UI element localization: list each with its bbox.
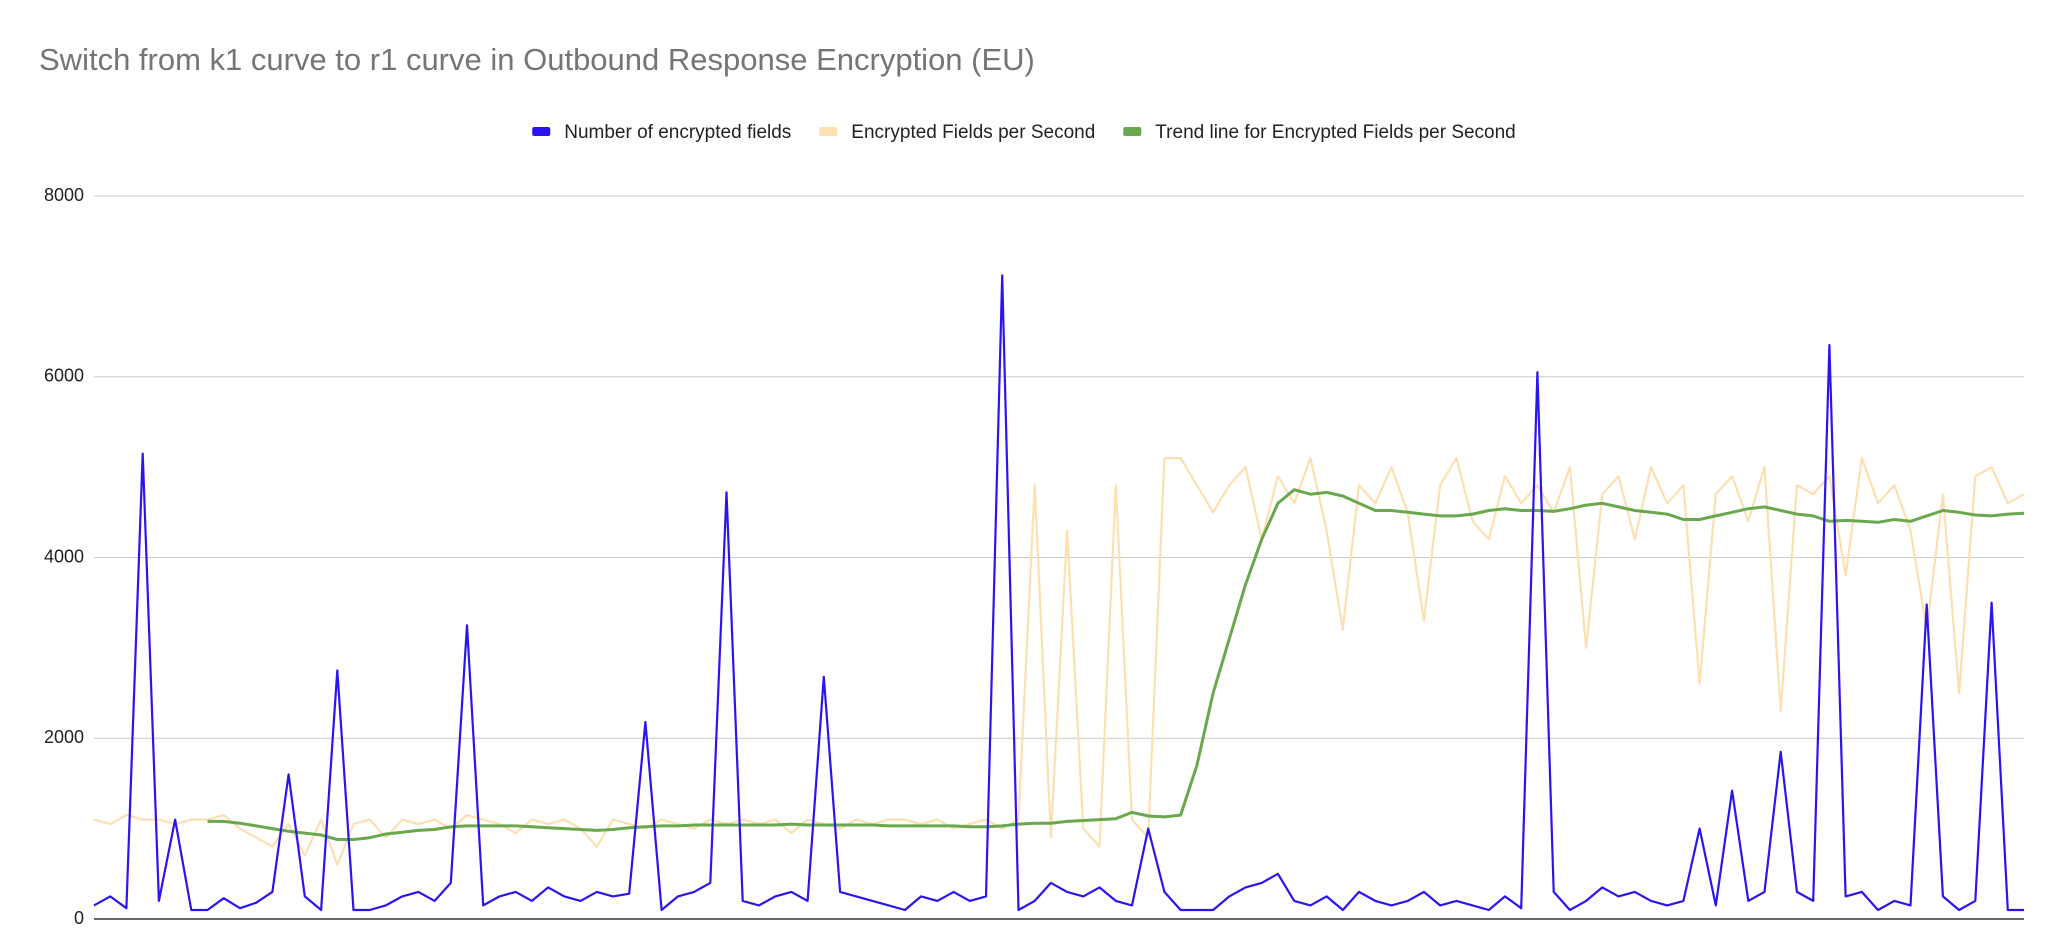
legend-item: Number of encrypted fields	[532, 122, 791, 143]
series-line	[93, 274, 2024, 912]
legend-swatch	[819, 127, 838, 136]
legend: Number of encrypted fields Encrypted Fiel…	[532, 122, 1516, 143]
legend-item: Encrypted Fields per Second	[819, 122, 1095, 143]
series-line	[207, 488, 2025, 841]
y-tick-label: 6000	[44, 366, 84, 386]
legend-swatch	[1123, 127, 1142, 136]
legend-label: Encrypted Fields per Second	[851, 122, 1095, 143]
y-tick-label: 0	[74, 908, 84, 928]
y-tick-label: 8000	[44, 185, 84, 205]
y-tick-label: 2000	[44, 727, 84, 747]
legend-label: Trend line for Encrypted Fields per Seco…	[1155, 122, 1515, 143]
series-line	[93, 457, 2025, 866]
legend-label: Number of encrypted fields	[564, 122, 791, 143]
chart-title: Switch from k1 curve to r1 curve in Outb…	[39, 42, 1035, 77]
y-tick-label: 4000	[44, 546, 84, 566]
legend-item: Trend line for Encrypted Fields per Seco…	[1123, 122, 1516, 143]
legend-swatch	[532, 127, 551, 136]
